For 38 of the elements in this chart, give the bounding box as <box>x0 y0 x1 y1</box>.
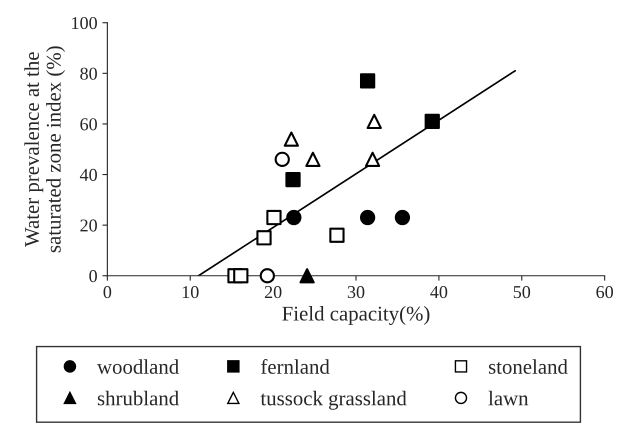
point <box>364 152 380 167</box>
point <box>286 210 302 226</box>
x-tick-label: 10 <box>182 286 199 298</box>
x-tick-label: 20 <box>264 286 282 298</box>
y-tick-label: 80 <box>80 68 97 80</box>
x-tick-label: 30 <box>348 286 364 298</box>
point <box>305 152 321 167</box>
x-tick-label: 60 <box>596 286 613 298</box>
point <box>285 172 301 188</box>
point <box>394 210 410 226</box>
point <box>424 114 440 130</box>
y-tick-label: 100 <box>72 16 97 30</box>
legend-label: lawn <box>488 390 528 406</box>
y-axis-title: Water prevalence at the saturated zone index (%) <box>24 46 65 252</box>
point <box>360 210 376 226</box>
legend-label: woodland <box>97 359 179 374</box>
legend-label: stoneland <box>488 359 568 374</box>
point <box>274 152 290 167</box>
x-tick-label: 50 <box>514 286 530 298</box>
point <box>260 268 275 284</box>
point <box>360 73 376 89</box>
point <box>299 268 315 284</box>
point <box>284 131 299 147</box>
point <box>366 114 382 130</box>
point <box>256 230 272 246</box>
point <box>233 268 248 284</box>
x-tick-label: 40 <box>430 286 448 298</box>
legend-label: tussock grassland <box>260 390 407 410</box>
point <box>329 228 345 243</box>
y-tick-label: 20 <box>80 219 97 232</box>
x-tick-label: 0 <box>104 286 112 298</box>
y-tick-label: 0 <box>89 270 97 282</box>
point <box>266 210 282 226</box>
x-axis-title: Field capacity(%) <box>282 306 430 325</box>
y-tick-label: 60 <box>80 118 97 130</box>
y-tick-label: 40 <box>80 168 97 181</box>
legend-label: fernland <box>261 359 330 374</box>
legend-label: shrubland <box>98 390 179 406</box>
